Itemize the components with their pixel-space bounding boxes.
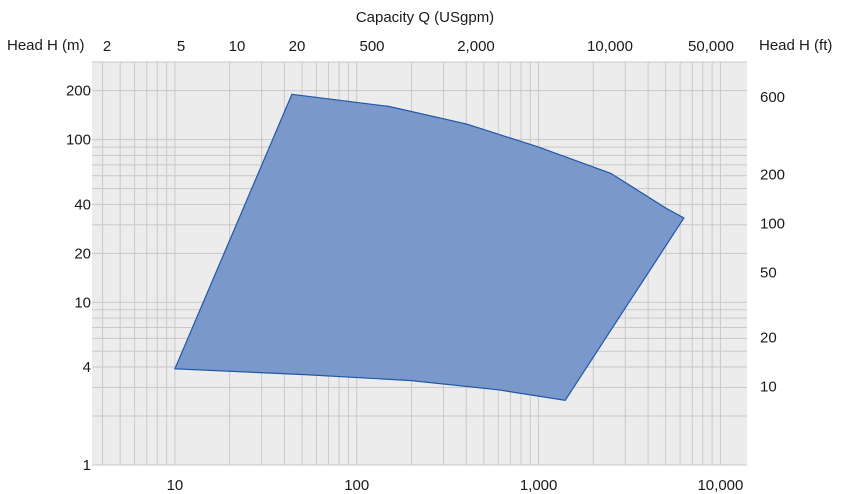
y-left-tick-label: 10 (74, 294, 91, 311)
y-right-tick-label: 50 (760, 265, 777, 282)
y-left-tick-label: 200 (66, 83, 91, 100)
y-right-tick-labels: 10 20 50 100 200 600 (760, 89, 785, 395)
y-right-tick-label: 600 (760, 89, 785, 106)
operating-range-region (174, 93, 685, 401)
x-top-tick-label: 2,000 (457, 38, 495, 55)
y-right-tick-label: 10 (760, 378, 777, 395)
y-right-tick-label: 100 (760, 216, 785, 233)
x-top-tick-label: 10,000 (587, 38, 633, 55)
y-left-tick-labels: 1 4 10 20 40 100 200 (66, 83, 91, 474)
x-top-tick-label: 500 (359, 38, 384, 55)
x-bottom-tick-label: 1,000 (520, 477, 558, 494)
y-left-tick-label: 20 (74, 245, 91, 262)
x-top-tick-label: 5 (177, 38, 185, 55)
right-axis-title: Head H (ft) (759, 37, 832, 54)
x-bottom-tick-labels: 10 100 1,000 10,000 (167, 477, 744, 494)
y-left-tick-label: 4 (83, 359, 91, 376)
y-right-tick-label: 200 (760, 167, 785, 184)
x-top-tick-label: 2 (103, 38, 111, 55)
x-top-tick-label: 50,000 (688, 38, 734, 55)
x-top-tick-label: 10 (229, 38, 246, 55)
y-left-tick-label: 100 (66, 132, 91, 149)
x-top-tick-labels: 2 5 10 20 500 2,000 10,000 50,000 (103, 38, 734, 55)
x-bottom-tick-label: 100 (344, 477, 369, 494)
y-right-tick-label: 20 (760, 329, 777, 346)
x-bottom-tick-label: 10,000 (697, 477, 743, 494)
y-left-tick-label: 40 (74, 196, 91, 213)
y-left-tick-label: 1 (83, 457, 91, 474)
left-axis-title: Head H (m) (7, 37, 85, 54)
top-axis-title: Capacity Q (USgpm) (356, 9, 494, 26)
x-top-tick-label: 20 (289, 38, 306, 55)
x-bottom-tick-label: 10 (167, 477, 184, 494)
